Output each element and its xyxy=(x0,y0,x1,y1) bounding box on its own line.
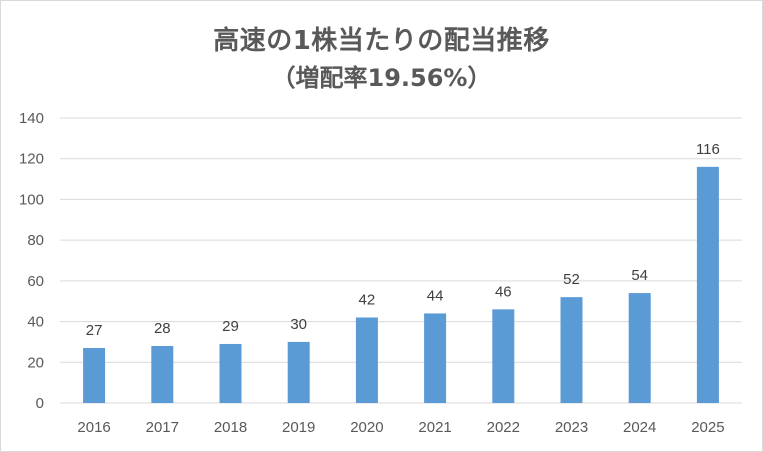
y-tick-label: 100 xyxy=(19,191,44,208)
bar xyxy=(287,341,310,403)
bar xyxy=(219,343,242,403)
data-label: 28 xyxy=(154,320,171,337)
x-tick-label: 2018 xyxy=(214,419,247,436)
y-tick-label: 0 xyxy=(36,395,44,412)
bar xyxy=(696,166,719,403)
x-tick-label: 2025 xyxy=(691,419,724,436)
data-label: 46 xyxy=(495,283,512,300)
data-label: 52 xyxy=(563,271,580,288)
y-tick-label: 140 xyxy=(19,110,44,127)
x-tick-label: 2017 xyxy=(146,419,179,436)
data-label: 29 xyxy=(222,318,239,335)
y-tick-label: 80 xyxy=(27,232,44,249)
data-label: 44 xyxy=(427,287,444,304)
y-tick-label: 20 xyxy=(27,354,44,371)
bar xyxy=(560,297,583,403)
x-tick-label: 2024 xyxy=(623,419,656,436)
y-tick-label: 40 xyxy=(27,314,44,331)
y-tick-label: 120 xyxy=(19,151,44,168)
bar xyxy=(492,309,515,403)
x-tick-label: 2020 xyxy=(350,419,383,436)
x-tick-label: 2022 xyxy=(487,419,520,436)
chart-title: 高速の1株当たりの配当推移 xyxy=(213,26,550,56)
x-tick-label: 2019 xyxy=(282,419,315,436)
bar xyxy=(424,313,447,403)
x-tick-label: 2016 xyxy=(77,419,110,436)
bar xyxy=(355,317,378,403)
data-label: 116 xyxy=(696,141,720,158)
data-label: 42 xyxy=(359,292,376,309)
chart-subtitle: （増配率19.56%） xyxy=(271,64,492,92)
data-label: 54 xyxy=(631,267,648,284)
bar xyxy=(83,348,106,403)
data-label: 27 xyxy=(86,322,103,339)
data-label: 30 xyxy=(290,316,307,333)
bar xyxy=(151,346,174,403)
y-tick-label: 60 xyxy=(27,273,44,290)
x-tick-label: 2023 xyxy=(555,419,588,436)
x-tick-label: 2021 xyxy=(418,419,451,436)
bar xyxy=(628,293,651,403)
